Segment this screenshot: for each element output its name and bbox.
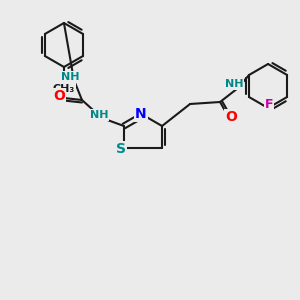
Text: S: S	[116, 142, 126, 156]
Text: NH: NH	[90, 110, 108, 120]
Text: NH: NH	[225, 79, 243, 89]
Text: N: N	[135, 107, 147, 121]
Text: O: O	[225, 110, 237, 124]
Text: NH: NH	[61, 72, 79, 82]
Text: O: O	[53, 89, 65, 103]
Text: F: F	[265, 98, 273, 112]
Text: CH₃: CH₃	[53, 84, 75, 94]
